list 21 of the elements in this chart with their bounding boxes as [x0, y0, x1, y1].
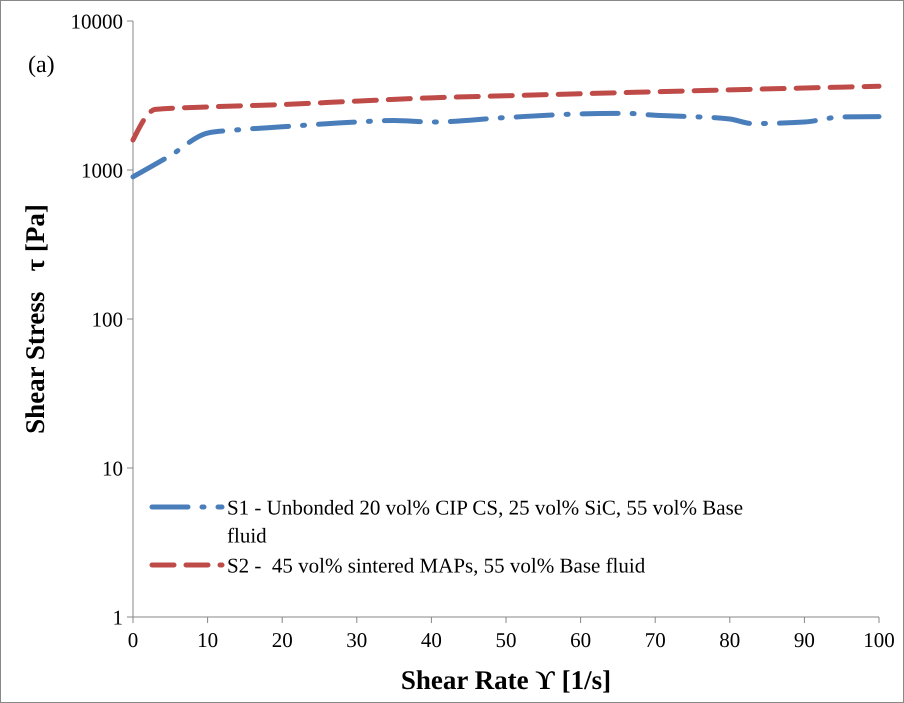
x-tick-label: 90	[794, 628, 815, 652]
x-tick-label: 10	[197, 628, 218, 652]
text: (a)	[28, 52, 55, 78]
y-tick-label: 100	[92, 307, 123, 332]
x-tick-label: 80	[719, 628, 740, 652]
legend-label: S2 - 45 vol% sintered MAPs, 55 vol% Base fluid	[227, 553, 646, 578]
y-tick-label: 10000	[70, 9, 123, 34]
x-tick-label: 0	[128, 628, 138, 652]
x-tick-label: 100	[863, 628, 895, 652]
y-tick-label: 1	[112, 605, 123, 630]
x-tick-label: 50	[496, 628, 516, 652]
x-axis-title: Shear Rate ϒ [1/s]	[400, 665, 612, 695]
x-tick-label: 60	[570, 628, 592, 652]
x-tick-label: 40	[420, 628, 442, 652]
y-axis-title: Shear Stress τ [Pa]	[20, 204, 50, 434]
x-tick-label: 70	[644, 628, 666, 652]
x-tick-label: 20	[272, 628, 293, 652]
y-tick-label: 10	[102, 456, 123, 480]
legend-label: S1 - Unbonded 20 vol% CIP CS, 25 vol% SiC, 55 vol% Base fluid	[227, 495, 744, 548]
y-tick-label: 1000	[81, 158, 123, 182]
x-tick-label: 30	[346, 628, 368, 652]
